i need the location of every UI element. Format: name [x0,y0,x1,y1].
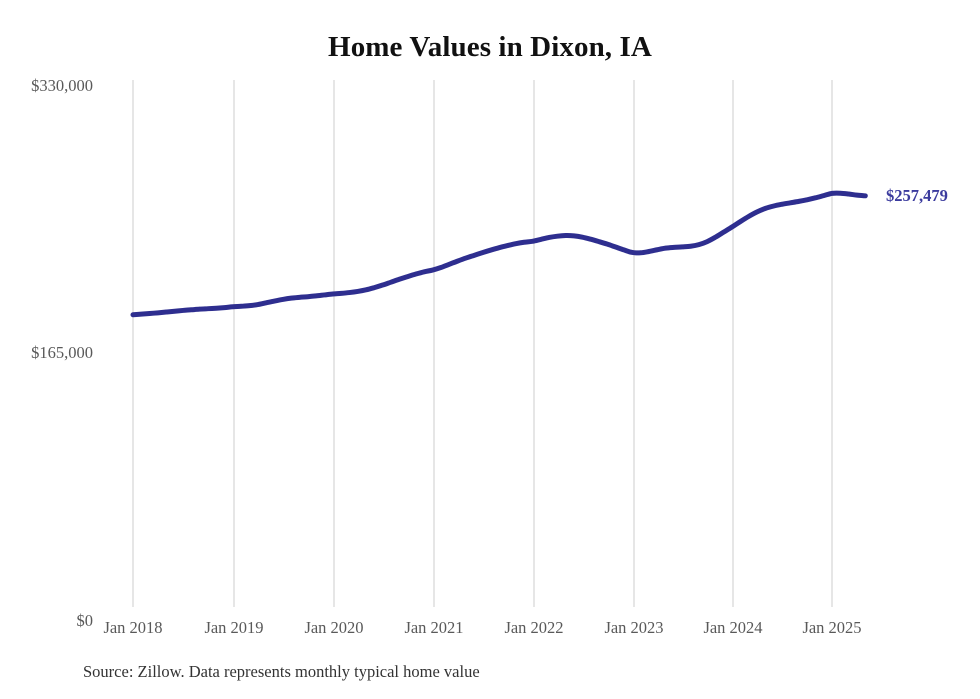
x-axis-tick-jan-2021: Jan 2021 [404,618,464,637]
x-axis-tick-jan-2019: Jan 2019 [204,618,264,637]
x-gridlines [132,80,833,607]
x-axis-tick-jan-2024: Jan 2024 [703,618,763,637]
y-axis-tick-330000: $330,000 [31,76,93,95]
source-note: Source: Zillow. Data represents monthly … [83,662,480,681]
chart-title: Home Values in Dixon, IA [328,31,652,63]
y-axis-tick-165000: $165,000 [31,343,93,362]
x-axis-tick-jan-2020: Jan 2020 [304,618,364,637]
data-series-line [130,190,868,318]
x-axis-tick-jan-2023: Jan 2023 [604,618,664,637]
end-value-label: $257,479 [886,186,948,205]
x-axis-tick-jan-2022: Jan 2022 [504,618,564,637]
x-axis-tick-jan-2018: Jan 2018 [103,618,163,637]
x-axis-tick-jan-2025: Jan 2025 [802,618,862,637]
y-axis-tick-0: $0 [76,611,94,630]
